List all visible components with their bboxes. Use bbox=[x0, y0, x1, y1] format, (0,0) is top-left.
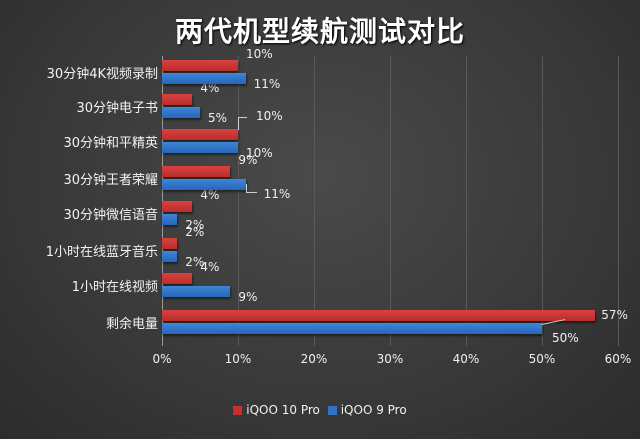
category-label: 30分钟电子书 bbox=[76, 101, 158, 116]
bar-iqoo9pro bbox=[162, 179, 246, 190]
bar-iqoo10pro bbox=[162, 273, 193, 284]
data-label: 10% bbox=[246, 47, 273, 61]
category-label: 1小时在线蓝牙音乐 bbox=[45, 245, 158, 260]
category-label: 1小时在线视频 bbox=[71, 280, 158, 295]
data-label: 4% bbox=[200, 188, 220, 202]
data-label: 11% bbox=[253, 77, 281, 91]
data-label: 2% bbox=[185, 255, 205, 269]
bar-iqoo9pro bbox=[162, 323, 542, 334]
bar-iqoo9pro bbox=[162, 251, 178, 262]
legend-label: iQOO 10 Pro bbox=[246, 403, 320, 417]
category-label: 剩余电量 bbox=[105, 317, 158, 332]
data-label: 2% bbox=[185, 225, 205, 239]
data-label: 57% bbox=[601, 308, 628, 322]
x-tick-label: 0% bbox=[152, 352, 172, 366]
bar-iqoo10pro bbox=[162, 310, 596, 321]
bar-iqoo9pro bbox=[162, 73, 246, 84]
data-label: 11% bbox=[263, 187, 291, 201]
data-label: 50% bbox=[552, 331, 579, 345]
bar-iqoo10pro bbox=[162, 129, 238, 140]
x-tick-label: 20% bbox=[300, 352, 328, 366]
bar-iqoo10pro bbox=[162, 201, 193, 212]
legend-swatch-red bbox=[233, 405, 243, 415]
bar-iqoo10pro bbox=[162, 238, 178, 249]
category-label: 30分钟4K视频录制 bbox=[46, 67, 158, 82]
category-label: 30分钟微信语音 bbox=[63, 208, 158, 223]
data-label: 4% bbox=[200, 260, 220, 274]
x-tick-label: 30% bbox=[376, 352, 404, 366]
legend: iQOO 10 Pro iQOO 9 Pro bbox=[0, 403, 640, 418]
gridline bbox=[466, 56, 467, 346]
legend-swatch-blue bbox=[327, 405, 337, 415]
gridline bbox=[390, 56, 391, 346]
legend-item-series-1: iQOO 9 Pro bbox=[327, 403, 407, 417]
chart-title: 两代机型续航测试对比 bbox=[174, 15, 465, 48]
category-label: 30分钟王者荣耀 bbox=[63, 173, 158, 188]
gridline bbox=[542, 56, 543, 346]
data-label: 5% bbox=[208, 111, 228, 125]
bar-iqoo10pro bbox=[162, 94, 193, 105]
x-tick-label: 10% bbox=[224, 352, 252, 366]
data-label: 10% bbox=[246, 146, 273, 160]
x-tick-label: 60% bbox=[604, 352, 632, 366]
gridline bbox=[314, 56, 315, 346]
x-tick-label: 50% bbox=[528, 352, 556, 366]
bar-iqoo9pro bbox=[162, 142, 238, 153]
data-label: 4% bbox=[200, 81, 220, 95]
gridline bbox=[238, 56, 239, 346]
plot-area: 10% 4% 10% 9% 4% 2% 4% 57% 11% 5% 10% 11% 2% 2% 9% 50% bbox=[162, 47, 628, 346]
data-label: 9% bbox=[238, 153, 258, 167]
legend-label: iQOO 9 Pro bbox=[340, 403, 407, 417]
legend-item-series-0: iQOO 10 Pro bbox=[233, 403, 320, 417]
bar-iqoo10pro bbox=[162, 60, 238, 71]
gridline bbox=[618, 56, 619, 346]
data-label: 10% bbox=[256, 109, 283, 123]
bar-iqoo10pro bbox=[162, 166, 231, 177]
category-label: 30分钟和平精英 bbox=[63, 136, 158, 151]
leader-line bbox=[238, 117, 247, 130]
data-label: 9% bbox=[238, 290, 258, 304]
leader-line bbox=[245, 184, 257, 193]
bar-iqoo9pro bbox=[162, 107, 200, 118]
bar-iqoo9pro bbox=[162, 286, 231, 297]
data-label: 2% bbox=[185, 218, 205, 232]
x-tick-label: 40% bbox=[452, 352, 480, 366]
bar-iqoo9pro bbox=[162, 214, 178, 225]
